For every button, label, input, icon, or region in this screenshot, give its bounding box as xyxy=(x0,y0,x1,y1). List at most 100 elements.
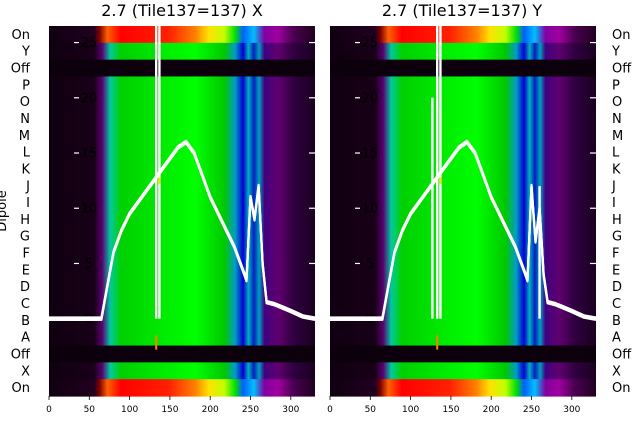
row-label: D xyxy=(612,280,622,295)
heatmap-row xyxy=(49,126,315,145)
heatmap-row xyxy=(49,261,315,279)
heatmap-row xyxy=(330,110,596,128)
heatmap-row xyxy=(330,345,596,363)
overlay-tick-label: 5 xyxy=(366,257,374,272)
y-axis-label: Dipole xyxy=(0,190,10,231)
x-tick-label: 150 xyxy=(161,405,178,415)
heatmap-row xyxy=(49,76,315,94)
row-label: G xyxy=(20,230,30,245)
heatmap-row xyxy=(330,227,596,246)
row-label: H xyxy=(20,213,30,228)
row-label: Off xyxy=(612,347,632,362)
x-tick-label: 0 xyxy=(327,405,333,415)
heatmap-row xyxy=(330,126,596,145)
heatmap-row xyxy=(330,177,596,195)
row-label: D xyxy=(20,280,30,295)
heatmap-row xyxy=(330,261,596,279)
x-tick-label: 100 xyxy=(121,405,138,415)
row-label: Off xyxy=(11,62,31,77)
row-label: J xyxy=(611,179,616,194)
heatmap xyxy=(330,26,596,397)
heatmap-row xyxy=(49,59,315,78)
x-tick-label: 200 xyxy=(202,405,219,415)
heatmap-row xyxy=(49,311,315,330)
heatmap-row xyxy=(330,93,596,111)
row-label: I xyxy=(26,196,30,211)
heatmap-row xyxy=(330,362,596,380)
row-label: On xyxy=(612,28,630,43)
heatmap-row xyxy=(49,278,315,296)
panels: 2.7 (Tile137=137) XOnYOffPONMLKJIHGFEDCB… xyxy=(0,1,632,415)
row-label: N xyxy=(612,112,622,127)
row-label: H xyxy=(612,213,622,228)
panel-title: 2.7 (Tile137=137) Y xyxy=(382,1,543,20)
row-label: J xyxy=(25,179,30,194)
heatmap xyxy=(49,26,315,397)
row-label: M xyxy=(19,129,30,144)
heatmap-row xyxy=(330,379,596,397)
overlay-tick-label: 5 xyxy=(85,257,93,272)
overlay-line xyxy=(49,142,316,322)
heatmap-row xyxy=(49,295,315,313)
heatmap-row xyxy=(49,42,315,61)
heatmap-row xyxy=(49,160,315,178)
x-tick-label: 200 xyxy=(483,405,500,415)
overlay-tick-label: 20 xyxy=(362,91,379,106)
row-label: I xyxy=(612,196,616,211)
row-label: A xyxy=(612,331,621,346)
row-label: E xyxy=(22,263,30,278)
row-label: E xyxy=(612,263,620,278)
row-label: G xyxy=(612,230,622,245)
x-tick-label: 50 xyxy=(365,405,377,415)
row-label: On xyxy=(12,381,30,396)
row-label: B xyxy=(612,314,621,329)
x-tick-label: 0 xyxy=(46,405,52,415)
heatmap-row xyxy=(49,93,315,111)
heatmap-row xyxy=(49,362,315,380)
panel-1: 2.7 (Tile137=137) XOnYOffPONMLKJIHGFEDCB… xyxy=(0,1,316,415)
row-label: M xyxy=(612,129,623,144)
row-label: X xyxy=(21,364,30,379)
x-tick-label: 250 xyxy=(523,405,540,415)
row-label: C xyxy=(612,297,621,312)
x-tick-label: 250 xyxy=(242,405,259,415)
overlay-tick-label: 10 xyxy=(81,202,98,217)
row-label: On xyxy=(612,381,630,396)
row-label: O xyxy=(20,95,30,110)
panel-2: 2.7 (Tile137=137) YOnYOffPONMLKJIHGFEDCB… xyxy=(327,1,632,415)
heatmap-row xyxy=(49,110,315,128)
heatmap-row xyxy=(49,345,315,363)
heatmap-row xyxy=(330,42,596,61)
heatmap-row xyxy=(330,295,596,313)
overlay-tick-label: 25 xyxy=(81,36,98,51)
heatmap-row xyxy=(330,278,596,296)
row-label: O xyxy=(612,95,622,110)
heatmap-row xyxy=(330,143,596,162)
heatmap-row xyxy=(330,311,596,330)
row-label: K xyxy=(612,162,621,177)
overlay-tick-label: 15 xyxy=(362,147,379,162)
heatmap-row xyxy=(49,143,315,162)
row-label: P xyxy=(22,78,30,93)
row-label: L xyxy=(612,146,620,161)
row-label: B xyxy=(21,314,30,329)
row-label: A xyxy=(21,331,30,346)
overlay-line xyxy=(330,142,597,322)
heatmap-row xyxy=(330,76,596,94)
overlay-tick-label: 25 xyxy=(362,36,379,51)
row-label: L xyxy=(23,146,31,161)
x-tick-label: 150 xyxy=(442,405,459,415)
heatmap-row xyxy=(49,328,315,347)
x-tick-label: 50 xyxy=(84,405,96,415)
row-label: Off xyxy=(11,347,31,362)
heatmap-row xyxy=(49,177,315,195)
row-label: F xyxy=(612,247,619,262)
heatmap-row xyxy=(330,160,596,178)
x-tick-label: 100 xyxy=(402,405,419,415)
heatmap-row xyxy=(49,379,315,397)
row-label: Off xyxy=(612,62,632,77)
overlay-tick-label: 20 xyxy=(81,91,98,106)
overlay-tick-label: 10 xyxy=(362,202,379,217)
row-label: K xyxy=(21,162,30,177)
